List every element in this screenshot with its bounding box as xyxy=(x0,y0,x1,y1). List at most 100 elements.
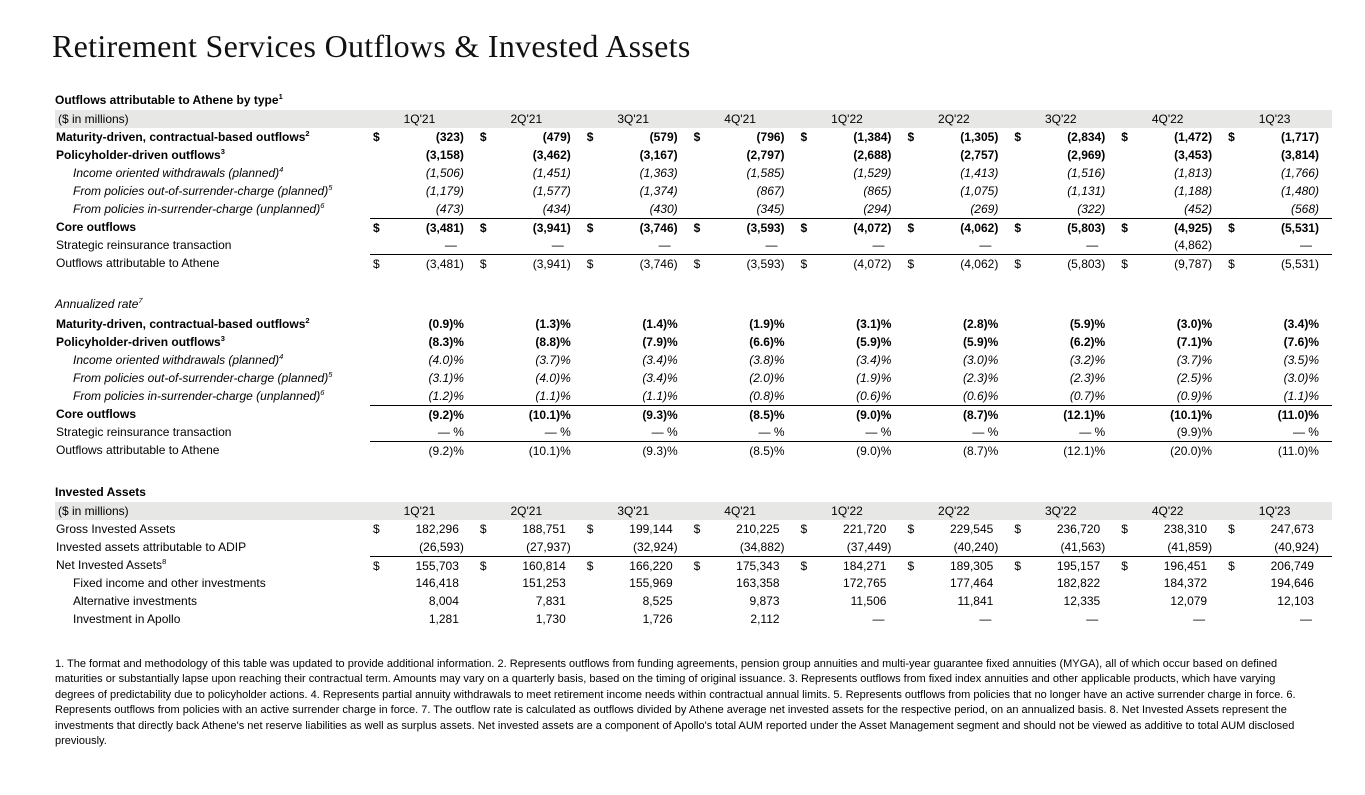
value-cell: (0.7)% xyxy=(1011,387,1118,405)
value-cell: 194,646 xyxy=(1225,574,1332,592)
cell-value: (1,075) xyxy=(960,184,999,198)
row-label: Net Invested Assets8 xyxy=(56,557,167,572)
value-cell: 177,464 xyxy=(904,574,1011,592)
dollar-sign: $ xyxy=(1121,522,1128,536)
cell-value: 11,841 xyxy=(957,594,994,608)
cell-value: (1,766) xyxy=(1280,166,1319,180)
cell-value: — xyxy=(872,612,885,626)
cell-value: (12.1)% xyxy=(1063,407,1106,422)
value-cell: (0.9)% xyxy=(1118,387,1225,405)
value-cell: (1,188) xyxy=(1118,182,1225,200)
value-cell: (3.4)% xyxy=(798,351,905,369)
value-cell: $ (1,384) xyxy=(798,128,905,146)
dollar-sign: $ xyxy=(693,558,701,573)
cell-value: (6.2)% xyxy=(1069,335,1106,349)
cell-value: (5,803) xyxy=(1067,256,1106,271)
value-cell: $ (3,746) xyxy=(583,254,691,272)
value-cell: (3,167) xyxy=(584,146,691,164)
value-cell: $238,310 xyxy=(1118,520,1225,538)
dollar-sign: $ xyxy=(1228,256,1235,271)
table-row: Policyholder-driven outflows3 (8.3)% (8.8)… xyxy=(55,333,1332,351)
value-cell: (5.9)% xyxy=(904,333,1011,351)
cell-value: — % xyxy=(437,425,464,439)
cell-value: (1,384) xyxy=(853,130,892,144)
rates-heading: Annualized rate7 xyxy=(55,296,143,311)
cell-value: 188,751 xyxy=(522,522,566,536)
footnote-ref: 1 xyxy=(278,92,283,101)
cell-value: — xyxy=(1086,612,1099,626)
column-header: 3Q'21 xyxy=(617,504,650,518)
cell-value: 196,451 xyxy=(1163,558,1208,573)
dollar-sign: $ xyxy=(800,256,808,271)
value-cell: (32,924) xyxy=(584,538,691,556)
value-cell: $ (3,481) xyxy=(370,254,477,272)
value-cell: 1,726 xyxy=(584,610,691,628)
cell-value: — xyxy=(765,238,778,252)
cell-value: (9.3)% xyxy=(642,407,678,422)
table-row: Outflows attributable to Athene $ (3,481) $… xyxy=(55,254,1332,272)
cell-value: 7,831 xyxy=(535,594,566,608)
cell-value: 172,765 xyxy=(843,576,887,590)
value-cell: (1,075) xyxy=(904,182,1011,200)
cell-value: (1,506) xyxy=(425,166,464,180)
column-header: 2Q'22 xyxy=(938,112,970,126)
column-header: 4Q'21 xyxy=(724,112,756,126)
cell-value: (37,449) xyxy=(846,540,892,554)
value-cell: (6.2)% xyxy=(1011,333,1118,351)
row-label: Invested assets attributable to ADIP xyxy=(56,540,247,554)
value-cell: $ (9,787) xyxy=(1118,254,1226,272)
cell-value: (3.4)% xyxy=(856,353,892,367)
value-cell: (9.0)% xyxy=(797,405,905,423)
cell-value: — % xyxy=(1079,425,1106,439)
value-cell: — xyxy=(798,236,905,254)
cell-value: (2,757) xyxy=(960,148,999,162)
cell-value: (1.9)% xyxy=(856,371,892,385)
dollar-sign: $ xyxy=(479,558,487,573)
column-header: 4Q'22 xyxy=(1151,504,1184,518)
cell-value: (2.3)% xyxy=(962,371,999,385)
report-page: Retirement Services Outflows & Invested … xyxy=(0,27,1365,749)
value-cell: $ (5,531) xyxy=(1225,254,1332,272)
cell-value: (4,062) xyxy=(960,256,999,271)
table-row: Maturity-driven, contractual-based outfl… xyxy=(55,128,1332,146)
value-cell: 12,335 xyxy=(1011,592,1118,610)
cell-value: (1,305) xyxy=(960,130,999,144)
value-cell: (867) xyxy=(691,182,798,200)
footnote-ref: 5 xyxy=(328,183,333,192)
value-cell: $188,751 xyxy=(477,520,584,538)
value-cell: $ (3,941) xyxy=(476,254,584,272)
cell-value: (294) xyxy=(863,202,892,216)
value-cell: (1,766) xyxy=(1225,164,1332,182)
dollar-sign: $ xyxy=(1228,522,1235,536)
value-cell: (34,882) xyxy=(691,538,798,556)
cell-value: 189,305 xyxy=(949,558,994,573)
value-cell: — xyxy=(904,236,1011,254)
cell-value: 12,079 xyxy=(1170,594,1208,608)
cell-value: 210,225 xyxy=(736,522,780,536)
value-cell: (27,937) xyxy=(477,538,584,556)
value-cell: 2,112 xyxy=(691,610,798,628)
column-header: 1Q'21 xyxy=(403,112,436,126)
cell-value: — xyxy=(1086,238,1099,252)
cell-value: (32,924) xyxy=(632,540,678,554)
cell-value: (865) xyxy=(863,184,892,198)
cell-value: (9.9)% xyxy=(1176,425,1213,439)
cell-value: — xyxy=(444,238,457,252)
cell-value: 229,545 xyxy=(949,522,994,536)
cell-value: 8,525 xyxy=(642,594,673,608)
row-label: From policies in-surrender-charge (unpla… xyxy=(73,201,325,216)
cell-value: 184,271 xyxy=(843,558,887,573)
value-cell: (11.0)% xyxy=(1225,441,1332,459)
value-cell: 151,253 xyxy=(477,574,584,592)
value-cell: (322) xyxy=(1011,200,1118,218)
row-label: Strategic reinsurance transaction xyxy=(56,238,232,252)
cell-value: (3,746) xyxy=(639,256,678,271)
dollar-sign: $ xyxy=(907,558,915,573)
value-cell: (7.1)% xyxy=(1118,333,1225,351)
row-label: Outflows attributable to Athene xyxy=(56,443,220,457)
cell-value: 182,822 xyxy=(1056,576,1101,590)
dollar-sign: $ xyxy=(373,130,380,144)
value-cell: (1.1)% xyxy=(584,387,691,405)
column-header: 1Q'23 xyxy=(1258,112,1291,126)
value-cell: (1,131) xyxy=(1011,182,1118,200)
